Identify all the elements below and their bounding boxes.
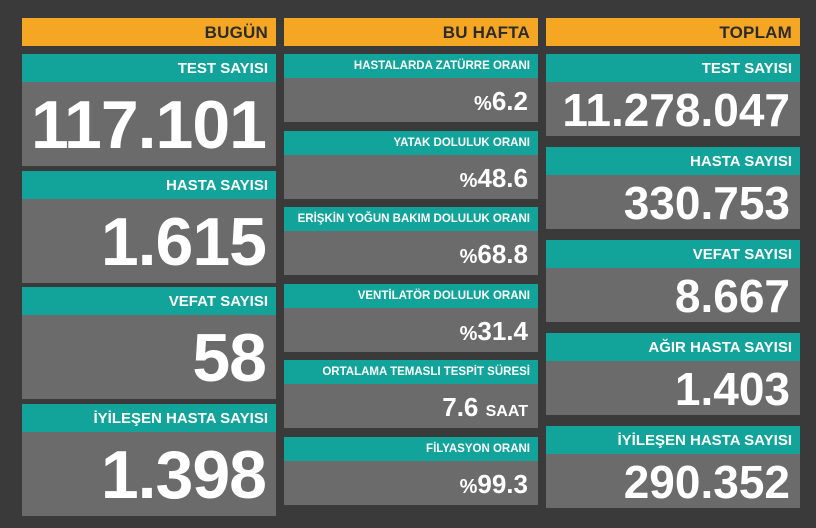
percent-sign: % bbox=[459, 323, 478, 345]
total-recovered-card: İYİLEŞEN HASTA SAYISI 290.352 bbox=[546, 426, 800, 508]
value-number: 31.4 bbox=[477, 316, 528, 346]
card-value: 330.753 bbox=[546, 175, 800, 229]
today-recovered-card: İYİLEŞEN HASTA SAYISI 1.398 bbox=[22, 404, 276, 516]
week-contact-time-card: ORTALAMA TEMASLI TESPİT SÜRESİ 7.6 SAAT bbox=[284, 360, 538, 428]
percent-sign: % bbox=[459, 476, 478, 498]
card-value: %31.4 bbox=[284, 308, 538, 352]
week-column: BU HAFTA HASTALARDA ZATÜRRE ORANI %6.2 Y… bbox=[284, 18, 538, 505]
week-ventilator-card: VENTİLATÖR DOLULUK ORANI %31.4 bbox=[284, 284, 538, 352]
card-label: ORTALAMA TEMASLI TESPİT SÜRESİ bbox=[284, 360, 538, 384]
week-header: BU HAFTA bbox=[284, 18, 538, 46]
today-case-card: HASTA SAYISI 1.615 bbox=[22, 171, 276, 283]
card-label: İYİLEŞEN HASTA SAYISI bbox=[546, 426, 800, 454]
card-label: TEST SAYISI bbox=[546, 54, 800, 82]
total-death-card: VEFAT SAYISI 8.667 bbox=[546, 240, 800, 322]
card-label: HASTALARDA ZATÜRRE ORANI bbox=[284, 54, 538, 78]
card-label: VENTİLATÖR DOLULUK ORANI bbox=[284, 284, 538, 308]
card-label: ERİŞKİN YOĞUN BAKIM DOLULUK ORANI bbox=[284, 207, 538, 231]
card-label: VEFAT SAYISI bbox=[22, 287, 276, 315]
value-number: 99.3 bbox=[477, 469, 528, 499]
total-severe-card: AĞIR HASTA SAYISI 1.403 bbox=[546, 333, 800, 415]
today-test-card: TEST SAYISI 117.101 bbox=[22, 54, 276, 166]
card-value: 290.352 bbox=[546, 454, 800, 508]
total-column: TOPLAM TEST SAYISI 11.278.047 HASTA SAYI… bbox=[546, 18, 800, 508]
week-bed-card: YATAK DOLULUK ORANI %48.6 bbox=[284, 131, 538, 199]
value-number: 7.6 bbox=[442, 392, 479, 422]
card-label: İYİLEŞEN HASTA SAYISI bbox=[22, 404, 276, 432]
percent-sign: % bbox=[474, 93, 492, 115]
card-label: VEFAT SAYISI bbox=[546, 240, 800, 268]
card-label: AĞIR HASTA SAYISI bbox=[546, 333, 800, 361]
week-icu-card: ERİŞKİN YOĞUN BAKIM DOLULUK ORANI %68.8 bbox=[284, 207, 538, 275]
card-value: 7.6 SAAT bbox=[284, 384, 538, 428]
card-value: 1.398 bbox=[22, 432, 276, 516]
value-unit: SAAT bbox=[485, 403, 528, 420]
today-header: BUGÜN bbox=[22, 18, 276, 46]
card-label: YATAK DOLULUK ORANI bbox=[284, 131, 538, 155]
card-label: HASTA SAYISI bbox=[22, 171, 276, 199]
card-value: 8.667 bbox=[546, 268, 800, 322]
total-header: TOPLAM bbox=[546, 18, 800, 46]
card-value: %68.8 bbox=[284, 231, 538, 275]
today-column: BUGÜN TEST SAYISI 117.101 HASTA SAYISI 1… bbox=[22, 18, 276, 516]
card-label: TEST SAYISI bbox=[22, 54, 276, 82]
card-value: 117.101 bbox=[22, 82, 276, 166]
card-label: HASTA SAYISI bbox=[546, 147, 800, 175]
card-value: 1.403 bbox=[546, 361, 800, 415]
week-pneumonia-card: HASTALARDA ZATÜRRE ORANI %6.2 bbox=[284, 54, 538, 122]
total-test-card: TEST SAYISI 11.278.047 bbox=[546, 54, 800, 136]
card-value: %99.3 bbox=[284, 461, 538, 505]
today-death-card: VEFAT SAYISI 58 bbox=[22, 287, 276, 399]
card-value: 11.278.047 bbox=[546, 82, 800, 136]
percent-sign: % bbox=[459, 170, 478, 192]
value-number: 68.8 bbox=[477, 239, 528, 269]
card-value: %48.6 bbox=[284, 155, 538, 199]
value-number: 6.2 bbox=[491, 86, 528, 116]
card-value: 58 bbox=[22, 315, 276, 399]
card-value: %6.2 bbox=[284, 78, 538, 122]
value-number: 48.6 bbox=[477, 163, 528, 193]
card-value: 1.615 bbox=[22, 199, 276, 283]
percent-sign: % bbox=[459, 246, 478, 268]
card-label: FİLYASYON ORANI bbox=[284, 437, 538, 461]
week-filiation-card: FİLYASYON ORANI %99.3 bbox=[284, 437, 538, 505]
total-case-card: HASTA SAYISI 330.753 bbox=[546, 147, 800, 229]
